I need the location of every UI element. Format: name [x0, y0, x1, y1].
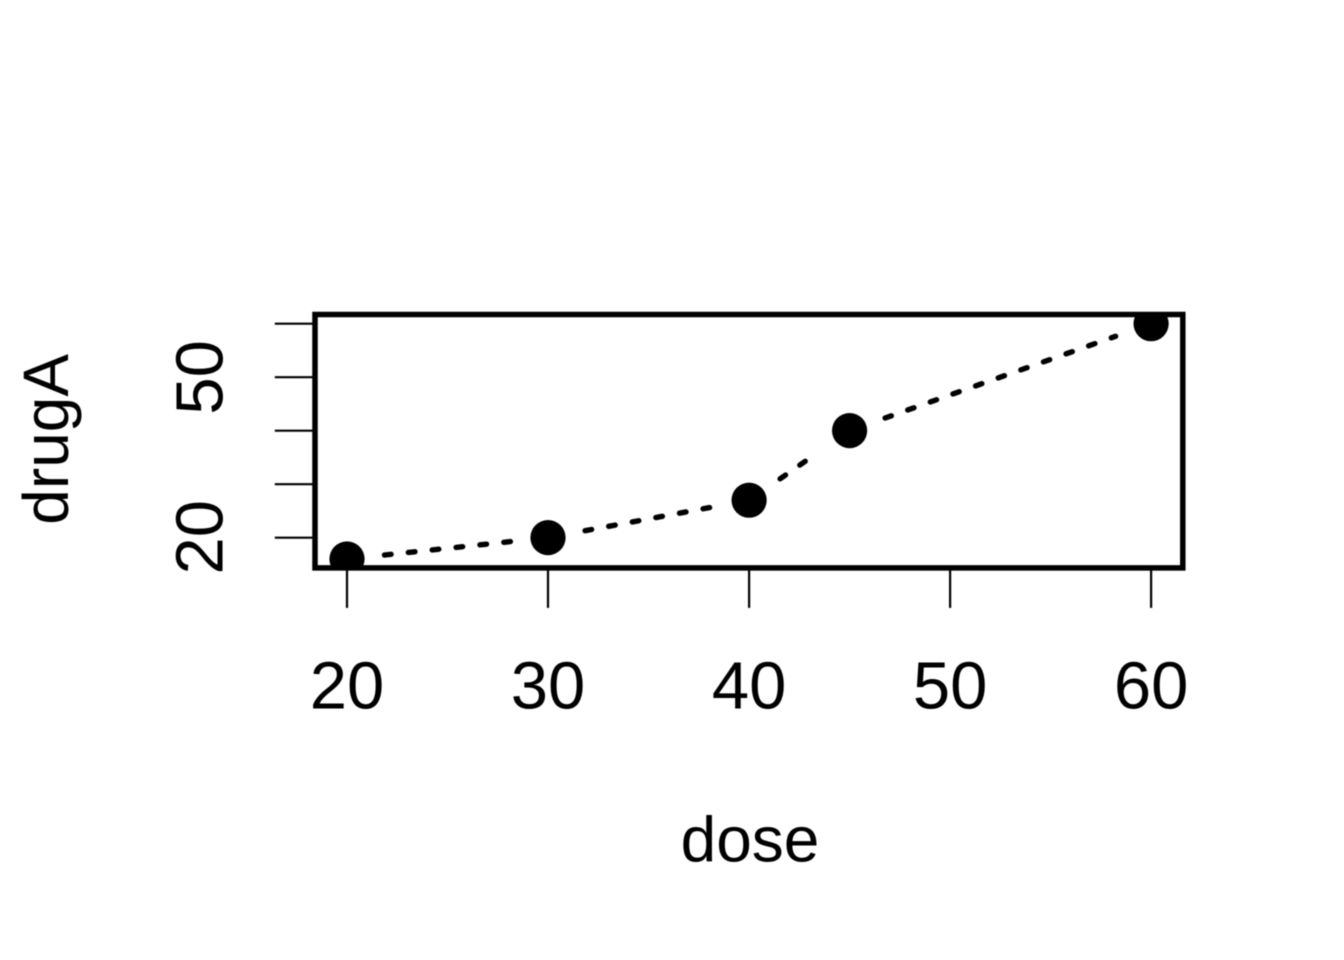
svg-text:20: 20: [310, 649, 385, 724]
svg-text:30: 30: [511, 649, 586, 724]
svg-text:50: 50: [162, 340, 237, 415]
svg-text:20: 20: [162, 500, 237, 575]
svg-text:50: 50: [913, 649, 988, 724]
svg-text:40: 40: [712, 649, 787, 724]
svg-text:60: 60: [1114, 649, 1189, 724]
svg-text:dose: dose: [681, 804, 820, 876]
svg-text:drugA: drugA: [10, 354, 82, 525]
